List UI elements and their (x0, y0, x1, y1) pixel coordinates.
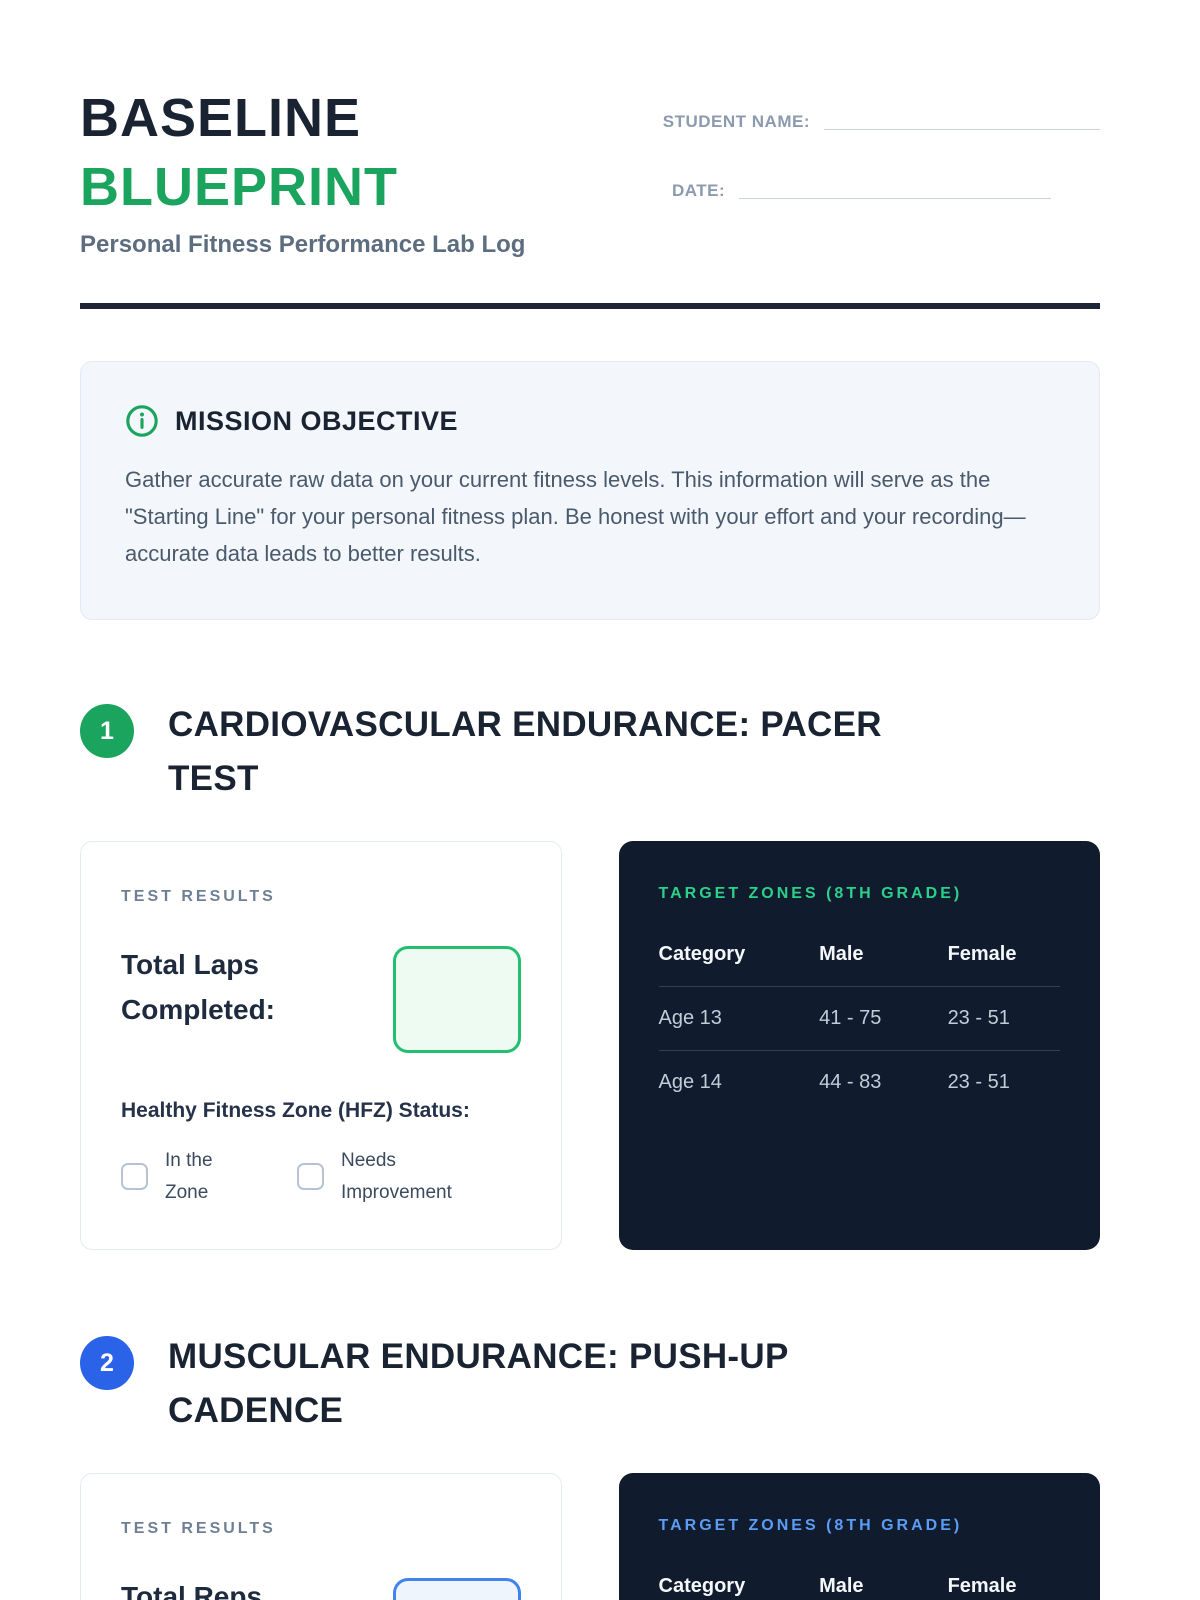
section-1-head: 1 CARDIOVASCULAR ENDURANCE: PACER TEST (80, 698, 1100, 807)
student-name-row: STUDENT NAME: (645, 108, 1100, 135)
section-1-target-zones-card: TARGET ZONES (8TH GRADE) Category Male F… (618, 840, 1100, 1251)
student-name-label: STUDENT NAME: (662, 112, 810, 131)
page-title-accent: BLUEPRINT (80, 156, 398, 217)
total-reps-row: Total Reps (Correct Form): (121, 1574, 521, 1600)
date-row: DATE: (645, 177, 1100, 204)
section-1-cards: TEST RESULTS Total Laps Completed: Healt… (80, 840, 1100, 1251)
mission-title: MISSION OBJECTIVE (175, 405, 459, 436)
in-the-zone-checkbox[interactable] (121, 1163, 148, 1191)
section-1-number-badge: 1 (80, 704, 134, 759)
needs-improvement-checkbox[interactable] (297, 1163, 324, 1191)
header: BASELINE BLUEPRINT Personal Fitness Perf… (80, 0, 1100, 259)
total-reps-input[interactable] (392, 1577, 521, 1600)
cell-category: Age 13 (658, 985, 820, 1051)
table-header-row: Category Male Female (659, 1561, 1061, 1600)
col-header-female: Female (947, 942, 1017, 965)
in-the-zone-label: In the Zone (165, 1149, 213, 1203)
table-row: Age 14 44 - 83 23 - 51 (658, 1049, 1060, 1114)
checkbox-row-in-the-zone: In the Zone (121, 1145, 237, 1210)
total-laps-row: Total Laps Completed: (121, 942, 521, 1053)
cell-male: 44 - 83 (819, 1049, 948, 1114)
target-zones-title: TARGET ZONES (8TH GRADE) (658, 884, 963, 902)
col-header-male: Male (819, 942, 864, 965)
header-form: STUDENT NAME: DATE: (645, 84, 1100, 259)
info-icon (125, 404, 159, 438)
section-2-number-badge: 2 (80, 1336, 134, 1391)
col-header-category: Category (658, 942, 746, 965)
needs-improvement-label: Needs Improvement (341, 1149, 452, 1203)
header-divider (80, 303, 1100, 310)
test-results-label: TEST RESULTS (121, 887, 276, 905)
section-2-target-zones-card: TARGET ZONES (8TH GRADE) Category Male F… (618, 1472, 1100, 1600)
cell-category: Age 14 (658, 1049, 820, 1114)
col-header-category: Category (658, 1574, 746, 1597)
hfz-status-label: Healthy Fitness Zone (HFZ) Status: (121, 1098, 470, 1122)
section-2-head: 2 MUSCULAR ENDURANCE: PUSH-UP CADENCE (80, 1330, 1100, 1439)
table-row: Age 13 41 - 75 23 - 51 (658, 985, 1060, 1051)
date-label: DATE: (672, 181, 726, 201)
section-2-test-results-card: TEST RESULTS Total Reps (Correct Form): (80, 1472, 562, 1600)
cell-female: 23 - 51 (947, 985, 1060, 1051)
test-results-label: TEST RESULTS (121, 1519, 276, 1537)
checkbox-row-needs-improvement: Needs Improvement (297, 1145, 473, 1210)
table-header-row: Category Male Female (659, 929, 1061, 987)
mission-head: MISSION OBJECTIVE (125, 404, 1055, 438)
mission-body: Gather accurate raw data on your current… (125, 467, 1026, 567)
page-title-primary: BASELINE (80, 88, 362, 148)
section-2-cards: TEST RESULTS Total Reps (Correct Form): … (80, 1472, 1100, 1600)
cell-male: 41 - 75 (819, 985, 948, 1051)
mission-objective-box: MISSION OBJECTIVE Gather accurate raw da… (80, 361, 1100, 621)
total-laps-input[interactable] (392, 945, 521, 1053)
page-subtitle: Personal Fitness Performance Lab Log (80, 231, 526, 259)
target-zones-table: Category Male Female Age 13 12 - 25 7 - … (659, 1561, 1061, 1600)
total-laps-label: Total Laps Completed: (121, 948, 275, 1025)
hfz-checkboxes: In the Zone Needs Improvement (121, 1145, 521, 1210)
total-reps-label: Total Reps (Correct Form): (121, 1580, 263, 1600)
col-header-female: Female (947, 1574, 1017, 1597)
page: BASELINE BLUEPRINT Personal Fitness Perf… (80, 0, 1100, 1600)
cell-female: 23 - 51 (947, 1049, 1060, 1114)
header-titles: BASELINE BLUEPRINT Personal Fitness Perf… (80, 84, 525, 259)
target-zones-title: TARGET ZONES (8TH GRADE) (658, 1516, 963, 1534)
student-name-field[interactable] (824, 128, 1100, 131)
section-2-title: MUSCULAR ENDURANCE: PUSH-UP CADENCE (168, 1337, 788, 1431)
section-1-title: CARDIOVASCULAR ENDURANCE: PACER TEST (168, 705, 882, 799)
col-header-male: Male (819, 1574, 864, 1597)
target-zones-table: Category Male Female Age 13 41 - 75 23 -… (658, 929, 1061, 1114)
date-field[interactable] (739, 197, 1052, 200)
section-1-test-results-card: TEST RESULTS Total Laps Completed: Healt… (80, 840, 562, 1251)
